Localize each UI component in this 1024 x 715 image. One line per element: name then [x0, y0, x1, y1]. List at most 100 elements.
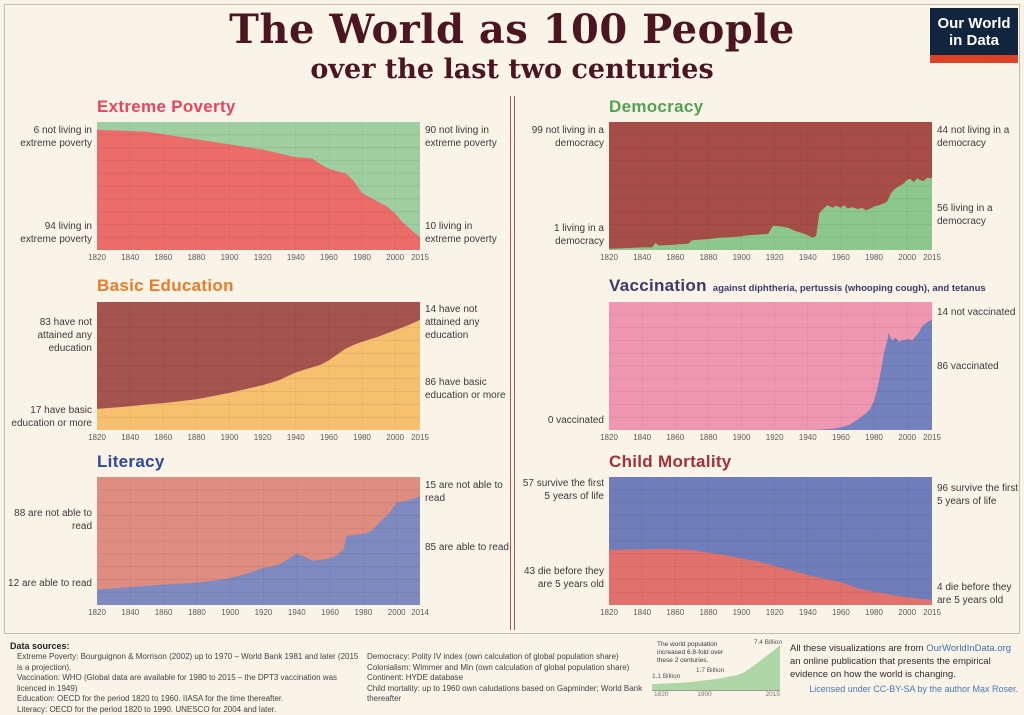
x-tick-label: 1880 [187, 253, 205, 262]
x-tick-label: 1980 [865, 253, 883, 262]
source-line: Vaccination: WHO (Global data are availa… [17, 673, 362, 694]
x-tick-label: 1900 [221, 608, 239, 617]
x-tick-label: 1960 [832, 253, 850, 262]
x-tick-label: 1940 [799, 433, 817, 442]
x-tick-label: 1920 [255, 608, 273, 617]
chart-title-democracy: Democracy [609, 97, 703, 117]
chart-plot-literacy [97, 477, 420, 605]
source-line: Democracy: Polity IV index (own calculat… [367, 652, 647, 663]
chart-label-basic-education-1: 17 have basic education or more [6, 404, 92, 430]
chart-plot-area-vaccination [609, 302, 932, 435]
chart-label-democracy-3: 56 living in a democracy [937, 202, 1023, 228]
chart-plot-area-basic-education [97, 302, 420, 435]
x-tick-label: 1940 [287, 253, 305, 262]
chart-label-vaccination-0: 0 vaccinated [518, 414, 604, 427]
chart-label-child-mortality-0: 57 survive the first 5 years of life [518, 477, 604, 503]
x-tick-label: 1960 [832, 608, 850, 617]
chart-label-extreme-poverty-3: 10 living in extreme poverty [425, 220, 511, 246]
data-sources-column-2: Democracy: Polity IV index (own calculat… [367, 652, 647, 705]
x-tick-label: 1940 [799, 608, 817, 617]
x-tick-label: 1880 [188, 608, 206, 617]
x-tick-label: 1840 [121, 608, 139, 617]
chart-plot-basic-education [97, 302, 420, 430]
data-sources-column-1: Extreme Poverty: Bourguignon & Morrison … [17, 652, 362, 715]
x-tick-label: 1980 [353, 433, 371, 442]
x-tick-label: 1820 [600, 608, 618, 617]
x-tick-label: 1900 [221, 253, 239, 262]
logo-line2: in Data [932, 32, 1016, 49]
x-tick-label: 1860 [666, 608, 684, 617]
chart-label-literacy-2: 15 are not able to read [425, 479, 511, 505]
x-tick-label: 1880 [699, 608, 717, 617]
world-population-chart: The world population increased 6.8-fold … [652, 639, 782, 699]
x-tick-label: 1980 [354, 608, 372, 617]
chart-title-child-mortality: Child Mortality [609, 452, 732, 472]
x-tick-label: 1920 [766, 608, 784, 617]
main-subtitle: over the last two centuries [0, 54, 1024, 85]
population-x-tick: 2015 [766, 691, 780, 698]
chart-label-literacy-0: 88 are not able to read [6, 507, 92, 533]
population-start-value: 1.1 Billion [652, 673, 680, 680]
x-tick-label: 1900 [221, 433, 239, 442]
x-tick-label: 1820 [88, 433, 106, 442]
x-tick-label: 1880 [699, 253, 717, 262]
chart-label-extreme-poverty-2: 90 not living in extreme poverty [425, 124, 511, 150]
main-title: The World as 100 People [0, 6, 1024, 53]
license-text[interactable]: Licensed under CC-BY-SA by the author Ma… [790, 684, 1018, 694]
chart-label-vaccination-2: 86 vaccinated [937, 360, 1023, 373]
chart-title-extreme-poverty: Extreme Poverty [97, 97, 236, 117]
x-tick-label: 1880 [699, 433, 717, 442]
x-tick-label: 1940 [287, 433, 305, 442]
chart-title-text: Literacy [97, 452, 165, 471]
chart-label-democracy-2: 44 not living in a democracy [937, 124, 1023, 150]
x-tick-label: 2015 [923, 608, 941, 617]
source-line: Colonialism: Wimmer and Min (own calcula… [367, 663, 647, 674]
logo-line1: Our World [932, 15, 1016, 32]
x-tick-label: 1820 [88, 608, 106, 617]
owid-link[interactable]: OurWorldInData.org [926, 643, 1011, 654]
x-tick-label: 1960 [832, 433, 850, 442]
chart-title-text: Extreme Poverty [97, 97, 236, 116]
source-line: Education: OECD for the period 1820 to 1… [17, 694, 362, 705]
population-caption: The world population increased 6.8-fold … [657, 641, 733, 665]
chart-plot-democracy [609, 122, 932, 250]
x-tick-label: 1860 [154, 253, 172, 262]
x-tick-label: 1960 [320, 253, 338, 262]
chart-title-literacy: Literacy [97, 452, 165, 472]
x-tick-label: 2014 [411, 608, 429, 617]
population-x-tick: 1820 [654, 691, 668, 698]
population-mid-value: 1.7 Billion [696, 667, 724, 674]
x-tick-label: 1960 [320, 433, 338, 442]
chart-label-child-mortality-3: 4 die before they are 5 years old [937, 581, 1023, 607]
chart-label-extreme-poverty-1: 94 living in extreme poverty [6, 220, 92, 246]
x-tick-label: 2000 [386, 253, 404, 262]
x-tick-label: 1860 [154, 433, 172, 442]
x-tick-label: 1840 [633, 433, 651, 442]
x-tick-label: 1940 [288, 608, 306, 617]
x-tick-label: 1820 [600, 253, 618, 262]
x-tick-label: 2015 [923, 433, 941, 442]
chart-plot-child-mortality [609, 477, 932, 605]
source-line: Continent: HYDE database [367, 673, 647, 684]
x-tick-label: 1860 [666, 253, 684, 262]
x-tick-label: 1980 [865, 433, 883, 442]
x-tick-label: 2015 [411, 433, 429, 442]
chart-plot-area-child-mortality [609, 477, 932, 610]
chart-title-text: Vaccination [609, 276, 707, 295]
x-tick-label: 1840 [633, 253, 651, 262]
about-text: All these visualizations are from OurWor… [790, 643, 1018, 681]
chart-label-extreme-poverty-0: 6 not living in extreme poverty [6, 124, 92, 150]
x-tick-label: 1860 [155, 608, 173, 617]
x-tick-label: 1960 [321, 608, 339, 617]
x-tick-label: 1920 [254, 433, 272, 442]
chart-label-child-mortality-2: 96 survive the first 5 years of life [937, 482, 1023, 508]
about-text-before: All these visualizations are from [790, 643, 926, 654]
owid-logo[interactable]: Our World in Data [930, 8, 1018, 63]
chart-label-basic-education-3: 86 have basic education or more [425, 376, 511, 402]
x-tick-label: 1900 [733, 608, 751, 617]
about-text-after: an online publication that presents the … [790, 656, 991, 680]
